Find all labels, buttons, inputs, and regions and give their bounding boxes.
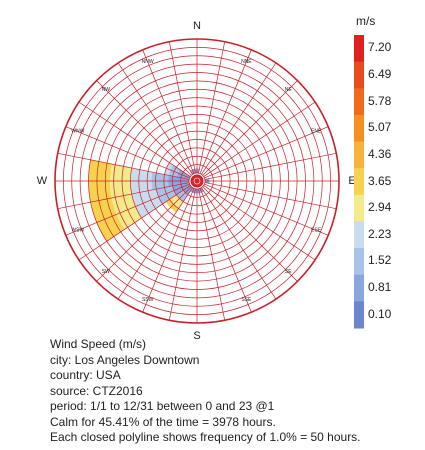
- radial-spoke: [198, 188, 226, 321]
- colorbar-label: 1.52: [368, 253, 392, 268]
- colorbar-swatch: [354, 168, 364, 196]
- colorbar-label: 0.81: [368, 280, 392, 295]
- radial-spoke: [117, 187, 193, 300]
- direction-label-nnw: NNW: [142, 59, 154, 65]
- radial-spoke: [96, 80, 192, 176]
- direction-label-e: E: [348, 175, 355, 187]
- direction-label-ene: ENE: [311, 129, 322, 135]
- colorbar-label: 5.07: [368, 120, 392, 135]
- radial-spoke: [199, 49, 252, 174]
- colorbar-swatch: [354, 274, 364, 302]
- city-line: city: Los Angeles Downtown: [50, 352, 200, 367]
- radial-spoke: [203, 185, 316, 261]
- colorbar-swatch: [354, 221, 364, 249]
- colorbar-label: 2.23: [368, 226, 392, 241]
- colorbar-unit: m/s: [356, 14, 376, 28]
- radial-spoke: [199, 188, 252, 313]
- colorbar-label: 3.65: [368, 173, 392, 188]
- direction-label-nne: NNE: [241, 59, 252, 65]
- radial-spoke: [202, 80, 298, 176]
- radial-spoke: [168, 41, 196, 174]
- radial-spoke: [204, 126, 329, 179]
- direction-label-ne: NE: [285, 87, 293, 93]
- direction-label-se: SE: [285, 269, 292, 275]
- radial-spoke: [168, 188, 196, 321]
- colorbar-label: 5.78: [368, 93, 392, 108]
- period-line: period: 1/1 to 12/31 between 0 and 23 @1: [50, 399, 275, 413]
- radial-spoke: [201, 62, 277, 175]
- direction-label-nw: NW: [102, 87, 111, 93]
- radial-spoke: [57, 152, 190, 180]
- radial-spoke: [204, 183, 329, 236]
- note-line: Each closed polyline shows frequency of …: [50, 430, 361, 444]
- radial-spoke: [204, 152, 337, 180]
- colorbar-swatch: [354, 61, 364, 89]
- colorbar-label: 4.36: [368, 146, 392, 161]
- radial-spoke: [65, 183, 190, 236]
- calm-line: Calm for 45.41% of the time = 3978 hours…: [50, 414, 276, 429]
- direction-label-ese: ESE: [311, 227, 322, 233]
- colorbar-swatch: [354, 35, 364, 63]
- radial-spoke: [142, 49, 195, 174]
- direction-label-sw: SW: [102, 269, 110, 275]
- direction-labels: N NNE NE ENE E ESE SE SSE S SSW SW WSW W WNW NW NNW: [37, 20, 356, 342]
- radial-spoke: [142, 188, 195, 313]
- radial-spoke: [78, 101, 191, 177]
- colorbar-swatch: [354, 248, 364, 276]
- radial-spoke: [57, 182, 190, 210]
- direction-label-ssw: SSW: [142, 297, 154, 303]
- calm-center: [190, 174, 204, 188]
- direction-label-s: S: [193, 330, 200, 342]
- radial-spoke: [203, 101, 316, 177]
- colorbar-swatch: [354, 114, 364, 143]
- source-line: source: CTZ2016: [50, 383, 143, 398]
- colorbar-swatch: [354, 141, 364, 169]
- radial-spoke: [78, 185, 191, 261]
- direction-label-wnw: WNW: [71, 129, 84, 135]
- radial-spoke: [204, 182, 337, 210]
- radial-spoke: [117, 62, 193, 175]
- radial-spoke: [65, 126, 190, 179]
- colorbar: [354, 35, 364, 329]
- calm-center-ring: [193, 177, 201, 185]
- country-line: country: USA: [50, 368, 121, 382]
- colorbar-label: 7.20: [368, 40, 392, 55]
- direction-label-n: N: [193, 20, 201, 32]
- colorbar-label: 0.10: [368, 306, 392, 321]
- chart-title: Wind Speed (m/s): [50, 337, 147, 351]
- radial-spoke: [201, 187, 277, 300]
- grid-layer: [54, 38, 340, 324]
- direction-label-w: W: [37, 175, 48, 187]
- radial-spoke: [202, 186, 298, 282]
- radial-spoke: [198, 41, 226, 174]
- colorbar-label: 6.49: [368, 66, 392, 81]
- colorbar-label: 2.94: [368, 200, 392, 215]
- colorbar-swatch: [354, 194, 364, 222]
- colorbar-swatch: [354, 88, 364, 116]
- chart-caption: Wind Speed (m/s) city: Los Angeles Downt…: [50, 337, 361, 446]
- colorbar-swatch: [354, 301, 364, 329]
- direction-label-wsw: WSW: [71, 227, 84, 233]
- direction-label-sse: SSE: [241, 297, 252, 303]
- radial-spoke: [96, 186, 192, 282]
